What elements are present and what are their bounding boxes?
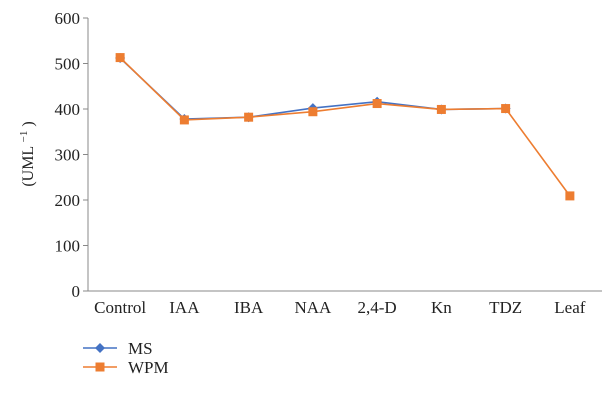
x-tick-label: Kn	[431, 298, 452, 317]
data-point	[372, 99, 382, 109]
data-point	[436, 104, 446, 114]
y-tick-label: 500	[55, 55, 81, 74]
legend-label: WPM	[128, 358, 169, 377]
y-axis-title-close: )	[20, 121, 37, 126]
data-point	[308, 107, 318, 117]
data-point	[501, 104, 511, 114]
y-tick-label: 600	[55, 9, 81, 28]
data-point	[95, 362, 105, 372]
x-tick-label: 2,4-D	[358, 298, 397, 317]
data-point	[565, 191, 575, 201]
data-point	[115, 53, 125, 63]
x-tick-label: Leaf	[554, 298, 585, 317]
data-point	[179, 115, 189, 125]
y-axis-title: (UML −1 )	[14, 121, 37, 186]
legend-item-wpm: WPM	[83, 358, 169, 377]
data-point	[95, 343, 105, 353]
y-tick-label: 200	[55, 191, 81, 210]
x-tick-label: TDZ	[489, 298, 522, 317]
y-tick-label: 0	[72, 282, 81, 301]
axes: 0 100 200 300 400 500 600 Control IAA IBA NAA 2,4-D…	[55, 9, 602, 317]
y-tick-label: 400	[55, 100, 81, 119]
y-tick-label: 100	[55, 237, 81, 256]
x-tick-label: NAA	[294, 298, 332, 317]
legend-label: MS	[128, 339, 153, 358]
data-point	[244, 112, 254, 122]
y-axis-title-main: (UML	[20, 146, 37, 186]
y-tick-label: 300	[55, 146, 81, 165]
x-tick-label: IAA	[169, 298, 200, 317]
x-tick-label: Control	[94, 298, 146, 317]
y-axis-title-sup: −1	[18, 131, 30, 143]
svg-text:(UML −1 ): (UML −1 )	[14, 121, 37, 186]
x-tick-label: IBA	[234, 298, 264, 317]
legend-item-ms: MS	[83, 339, 153, 358]
series-wpm	[115, 53, 575, 201]
series-line	[119, 57, 571, 197]
series-layer	[115, 53, 575, 201]
